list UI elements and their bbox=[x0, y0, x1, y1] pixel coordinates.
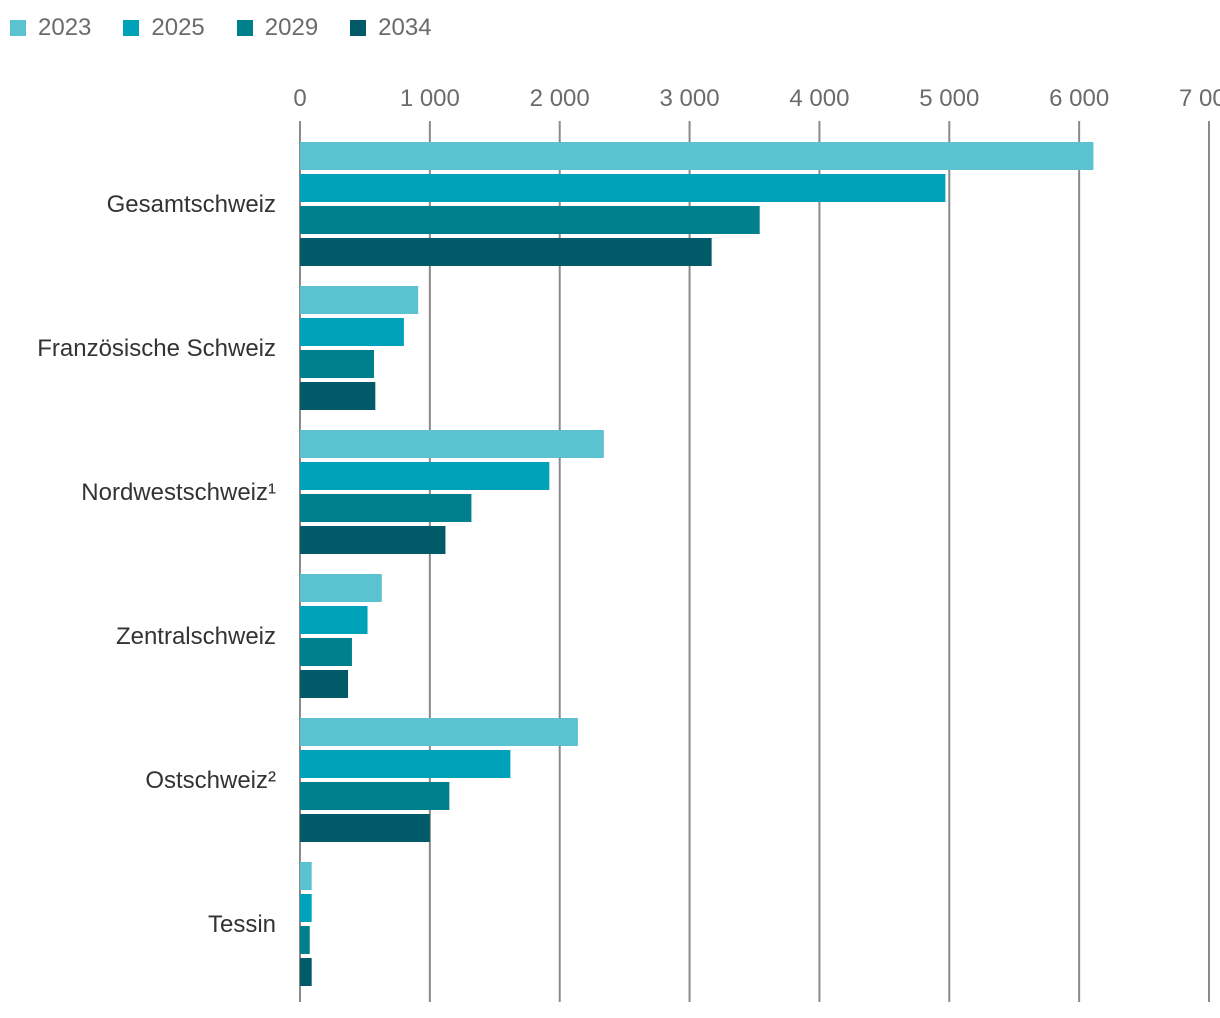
bar-2029 bbox=[300, 206, 760, 234]
bar-2023 bbox=[300, 718, 578, 746]
bar-2023 bbox=[300, 430, 604, 458]
x-tick-label: 3 000 bbox=[660, 85, 720, 112]
legend-item-2034: 2034 bbox=[350, 14, 432, 42]
x-tick-label: 6 000 bbox=[1049, 85, 1109, 112]
bar-2029 bbox=[300, 350, 375, 378]
grid bbox=[299, 121, 1210, 1002]
bar-2034 bbox=[300, 814, 430, 842]
bar-2034 bbox=[300, 526, 446, 554]
bar-2029 bbox=[300, 494, 472, 522]
legend-label-2025: 2025 bbox=[151, 14, 205, 41]
legend-swatch-2029 bbox=[236, 20, 253, 36]
category-label: Gesamtschweiz bbox=[107, 191, 276, 218]
bar-2025 bbox=[300, 894, 312, 922]
bar-2029 bbox=[300, 782, 450, 810]
category-label: Nordwestschweiz¹ bbox=[81, 479, 276, 506]
legend-label-2023: 2023 bbox=[38, 14, 92, 41]
bar-2029 bbox=[300, 638, 352, 666]
bar-2034 bbox=[300, 670, 349, 698]
x-tick-label: 5 000 bbox=[919, 85, 979, 112]
bar-2023 bbox=[300, 862, 312, 890]
legend-item-2023: 2023 bbox=[10, 14, 91, 42]
legend-swatch-2034 bbox=[350, 20, 367, 36]
category-label: Französische Schweiz bbox=[37, 335, 276, 362]
legend-item-2025: 2025 bbox=[123, 14, 205, 42]
bar-2025 bbox=[300, 750, 511, 778]
x-tick-label: 4 000 bbox=[789, 85, 849, 112]
category-labels: Gesamtschweiz Französische Schweiz Nordwes… bbox=[37, 191, 276, 938]
bar-2023 bbox=[300, 574, 382, 602]
bar-2034 bbox=[300, 382, 376, 410]
category-label: Zentralschweiz bbox=[116, 623, 276, 650]
legend-item-2029: 2029 bbox=[236, 14, 319, 42]
bar-2023 bbox=[300, 286, 419, 314]
x-tick-label: 0 bbox=[293, 85, 306, 112]
bars bbox=[300, 142, 1094, 986]
bar-2025 bbox=[300, 174, 946, 202]
x-tick-label: 7 000 bbox=[1179, 85, 1220, 112]
category-label: Tessin bbox=[208, 911, 276, 938]
bar-2034 bbox=[300, 958, 312, 986]
bar-2034 bbox=[300, 238, 712, 266]
bar-2025 bbox=[300, 462, 550, 490]
x-tick-label: 1 000 bbox=[400, 85, 460, 112]
bar-2025 bbox=[300, 606, 368, 634]
legend-swatch-2025 bbox=[123, 20, 140, 36]
x-tick-label: 2 000 bbox=[530, 85, 590, 112]
legend-label-2029: 2029 bbox=[264, 14, 319, 41]
bar-2029 bbox=[300, 926, 310, 954]
x-axis-ticks: 0 1 000 2 000 3 000 4 000 5 000 6 000 7 000 bbox=[293, 85, 1220, 112]
legend-swatch-2023 bbox=[10, 20, 26, 36]
legend-label-2034: 2034 bbox=[378, 14, 432, 41]
bar-2025 bbox=[300, 318, 404, 346]
bar-2023 bbox=[300, 142, 1094, 170]
category-label: Ostschweiz² bbox=[145, 767, 276, 794]
legend: 2023 2025 2029 2034 bbox=[10, 12, 464, 44]
